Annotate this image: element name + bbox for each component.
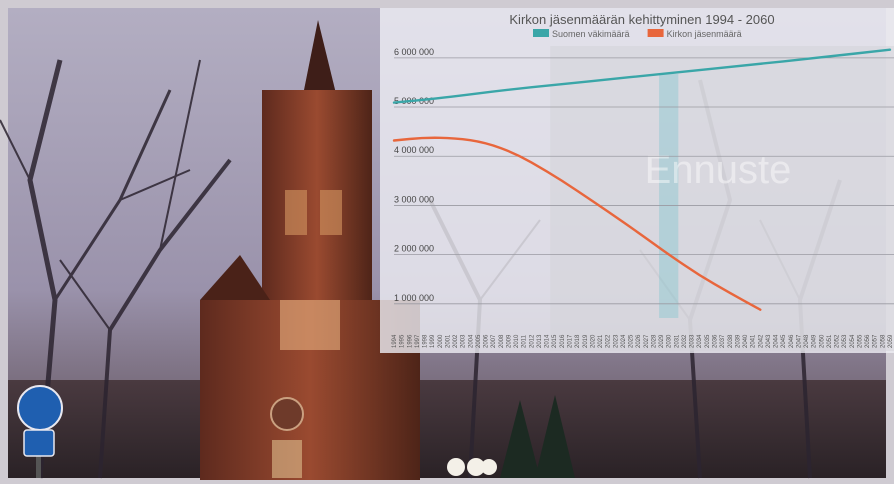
- x-tick-label-26: 2020: [590, 334, 596, 348]
- x-tick-label-36: 2030: [667, 334, 673, 348]
- x-tick-label-5: 1999: [430, 334, 436, 348]
- forecast-band: [550, 46, 894, 351]
- x-tick-label-56: 2050: [819, 334, 825, 348]
- x-axis: 1994 1995 1996 1997 1998 1999 2000 2001 2002 2003…: [392, 334, 894, 348]
- x-tick-label-12: 2006: [484, 334, 490, 348]
- x-tick-label-47: 2041: [751, 334, 757, 348]
- x-tick-label-41: 2035: [705, 334, 711, 348]
- x-tick-label-32: 2026: [636, 334, 642, 348]
- legend-label-1: Kirkon jäsenmäärä: [667, 29, 742, 39]
- x-tick-label-31: 2025: [629, 334, 635, 348]
- x-tick-label-58: 2052: [835, 334, 841, 348]
- x-tick-label-40: 2034: [697, 334, 703, 348]
- y-tick-label-1: 2 000 000: [394, 244, 434, 254]
- x-tick-label-57: 2051: [827, 334, 833, 348]
- x-tick-label-35: 2029: [659, 334, 665, 348]
- legend-swatch-0: [533, 29, 549, 37]
- x-tick-label-2: 1996: [407, 334, 413, 348]
- x-tick-label-6: 2000: [438, 334, 444, 348]
- chart-title: Kirkon jäsenmäärän kehittyminen 1994 - 2…: [509, 12, 774, 27]
- x-tick-label-10: 2004: [468, 334, 474, 348]
- y-tick-label-5: 6 000 000: [394, 47, 434, 57]
- x-tick-label-30: 2024: [621, 334, 627, 348]
- x-tick-label-3: 1997: [415, 334, 421, 348]
- x-tick-label-8: 2002: [453, 334, 459, 348]
- conifer-trees: [500, 395, 575, 478]
- x-tick-label-46: 2040: [743, 334, 749, 348]
- x-tick-label-7: 2001: [445, 334, 451, 348]
- x-tick-label-11: 2005: [476, 334, 482, 348]
- x-tick-label-43: 2037: [720, 334, 726, 348]
- x-tick-label-0: 1994: [392, 334, 398, 348]
- x-tick-label-55: 2049: [812, 334, 818, 348]
- x-tick-label-64: 2058: [880, 334, 886, 348]
- x-tick-label-53: 2047: [796, 334, 802, 348]
- x-tick-label-15: 2009: [507, 334, 513, 348]
- x-tick-label-28: 2022: [606, 334, 612, 348]
- ground: [8, 380, 886, 478]
- street-lamps: [447, 458, 497, 476]
- chart: Ennuste Kirkon jäsenmäärän kehittyminen …: [392, 12, 894, 351]
- series-line-1: [392, 136, 762, 311]
- forecast-watermark: Ennuste: [645, 148, 792, 192]
- x-tick-label-18: 2012: [529, 334, 535, 348]
- x-tick-label-44: 2038: [728, 334, 734, 348]
- x-tick-label-49: 2043: [766, 334, 772, 348]
- x-tick-label-42: 2036: [713, 334, 719, 348]
- x-tick-label-51: 2045: [781, 334, 787, 348]
- x-tick-label-45: 2039: [735, 334, 741, 348]
- x-tick-label-21: 2015: [552, 334, 558, 348]
- legend: Suomen väkimäärä Kirkon jäsenmäärä: [533, 29, 742, 39]
- x-tick-label-13: 2007: [491, 334, 497, 348]
- x-tick-label-50: 2044: [774, 334, 780, 348]
- highlight-band: [659, 74, 679, 318]
- legend-swatch-1: [647, 29, 664, 37]
- church-building: [200, 20, 420, 480]
- x-tick-label-52: 2046: [789, 334, 795, 348]
- x-tick-label-60: 2054: [850, 334, 856, 348]
- bicycle-sign: [17, 385, 63, 478]
- series-line-0: [392, 48, 892, 104]
- x-tick-label-1: 1995: [400, 334, 406, 348]
- y-tick-label-3: 4 000 000: [394, 145, 434, 155]
- legend-label-0: Suomen väkimäärä: [552, 29, 630, 39]
- x-tick-label-4: 1998: [423, 334, 429, 348]
- x-tick-label-27: 2021: [598, 334, 604, 348]
- chart-panel: Ennuste Kirkon jäsenmäärän kehittyminen …: [380, 8, 894, 353]
- x-tick-label-19: 2013: [537, 334, 543, 348]
- x-tick-label-54: 2048: [804, 334, 810, 348]
- x-tick-label-38: 2032: [682, 334, 688, 348]
- x-tick-label-65: 2059: [888, 334, 894, 348]
- x-tick-label-33: 2027: [644, 334, 650, 348]
- x-tick-label-9: 2003: [461, 334, 467, 348]
- x-tick-label-59: 2053: [842, 334, 848, 348]
- x-tick-label-62: 2056: [865, 334, 871, 348]
- x-tick-label-29: 2023: [613, 334, 619, 348]
- x-tick-label-39: 2033: [690, 334, 696, 348]
- x-tick-label-24: 2018: [575, 334, 581, 348]
- y-tick-label-0: 1 000 000: [394, 293, 434, 303]
- y-tick-label-2: 3 000 000: [394, 194, 434, 204]
- x-tick-label-61: 2055: [858, 334, 864, 348]
- x-tick-label-14: 2008: [499, 334, 505, 348]
- x-tick-label-63: 2057: [873, 334, 879, 348]
- x-tick-label-23: 2017: [568, 334, 574, 348]
- series: [392, 48, 892, 311]
- x-tick-label-34: 2028: [651, 334, 657, 348]
- x-tick-label-17: 2011: [522, 334, 528, 348]
- x-tick-label-16: 2010: [514, 334, 520, 348]
- gridlines: [394, 57, 894, 305]
- x-tick-label-20: 2014: [545, 334, 551, 348]
- x-tick-label-37: 2031: [674, 334, 680, 348]
- x-tick-label-22: 2016: [560, 334, 566, 348]
- x-tick-label-25: 2019: [583, 334, 589, 348]
- x-tick-label-48: 2042: [758, 334, 764, 348]
